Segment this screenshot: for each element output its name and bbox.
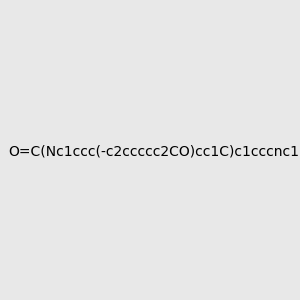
Text: O=C(Nc1ccc(-c2ccccc2CO)cc1C)c1cccnc1: O=C(Nc1ccc(-c2ccccc2CO)cc1C)c1cccnc1: [8, 145, 299, 158]
